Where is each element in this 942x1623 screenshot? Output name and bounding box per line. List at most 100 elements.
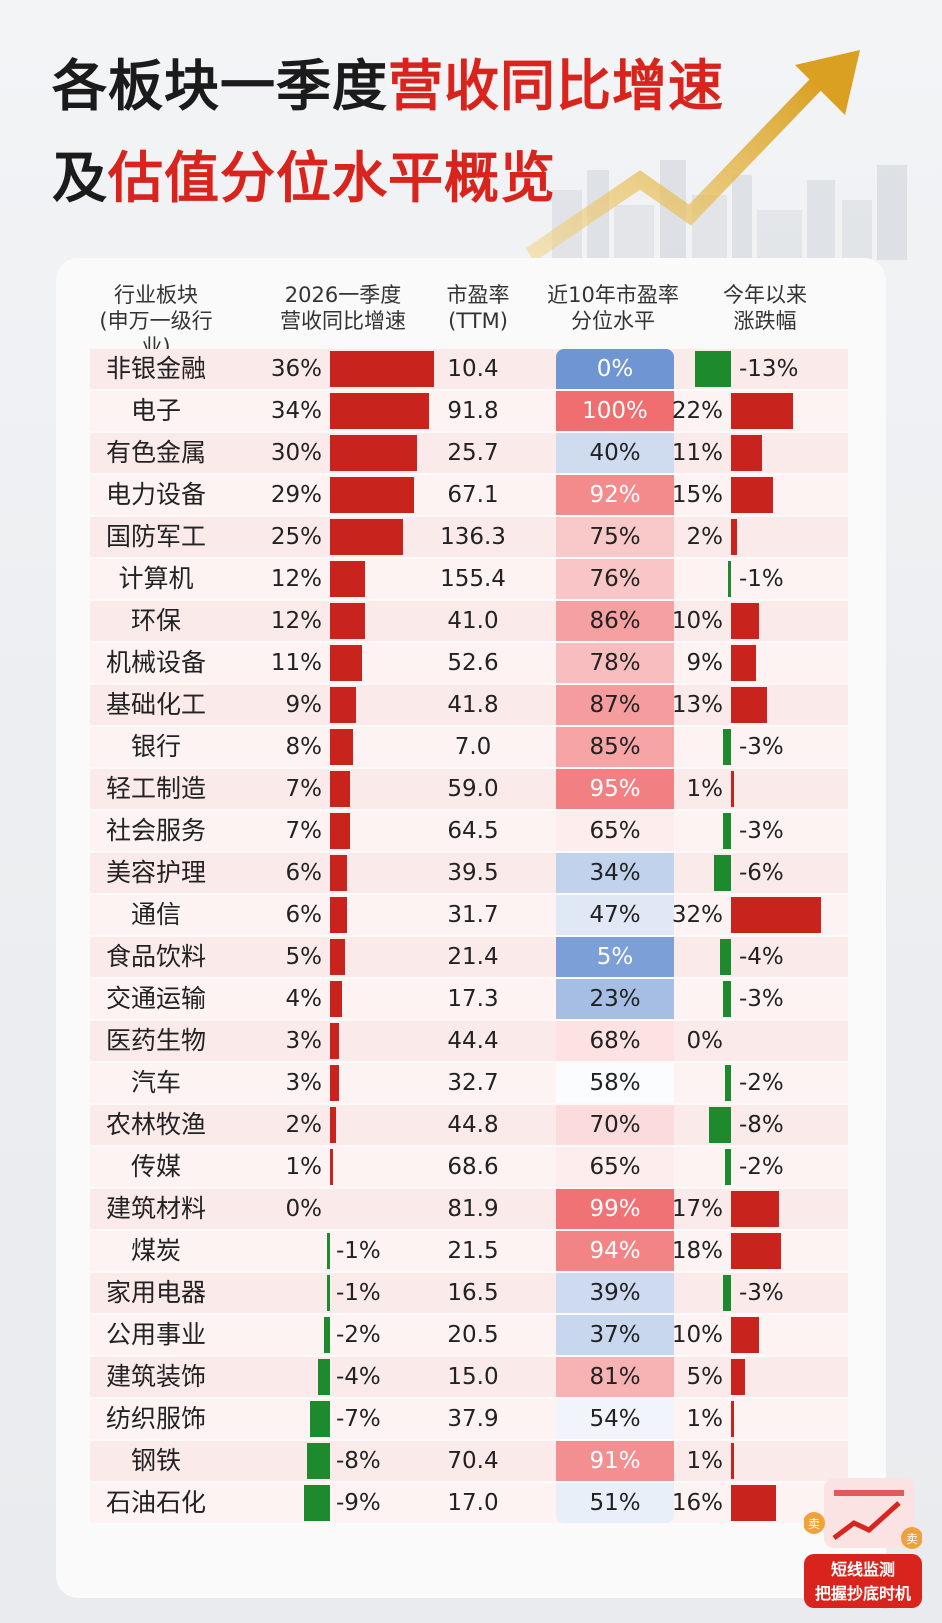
pe-value: 7.0 xyxy=(454,734,492,760)
title-red-part-2: 估值分位水平概览 xyxy=(108,146,557,210)
ytd-bar xyxy=(731,1443,734,1479)
ytd-label: -4% xyxy=(739,944,784,970)
ytd-bar xyxy=(722,729,731,765)
table-row xyxy=(90,433,848,473)
ytd-label: 15% xyxy=(671,482,723,508)
sector-name: 煤炭 xyxy=(130,1236,181,1265)
growth-label: -1% xyxy=(336,1280,381,1306)
sector-name: 电子 xyxy=(130,396,181,425)
growth-label: 12% xyxy=(270,608,322,634)
growth-label: -4% xyxy=(336,1364,381,1390)
pe-value: 44.4 xyxy=(447,1028,499,1054)
pe-value: 15.0 xyxy=(447,1364,499,1390)
table-row xyxy=(90,1483,848,1523)
percentile-cell: 100% xyxy=(556,391,674,431)
percentile-cell: 76% xyxy=(556,559,674,599)
growth-label: 12% xyxy=(270,566,322,592)
sector-name: 食品饮料 xyxy=(105,942,206,971)
growth-label: -8% xyxy=(336,1448,381,1474)
percentile-cell: 34% xyxy=(556,853,674,893)
pe-value: 70.4 xyxy=(447,1448,499,1474)
growth-label: -2% xyxy=(336,1322,381,1348)
pe-value: 136.3 xyxy=(440,524,506,550)
ytd-bar xyxy=(731,771,734,807)
sector-name: 计算机 xyxy=(118,564,194,593)
ytd-bar xyxy=(694,351,731,387)
ytd-label: -8% xyxy=(739,1112,784,1138)
sector-name: 传媒 xyxy=(130,1152,181,1181)
header-growth: 2026一季度 营收同比增速 xyxy=(280,283,406,333)
table-row xyxy=(90,601,848,641)
percentile-cell: 65% xyxy=(556,811,674,851)
percentile-cell: 54% xyxy=(556,1399,674,1439)
ytd-bar xyxy=(722,1275,731,1311)
table-row xyxy=(90,895,848,935)
pe-value: 68.6 xyxy=(447,1154,499,1180)
ytd-bar xyxy=(731,393,793,429)
growth-label: 7% xyxy=(285,818,323,844)
table-row xyxy=(90,559,848,599)
ytd-bar xyxy=(731,1233,782,1269)
header-sector: 行业板块 (申万一级行业) xyxy=(99,283,213,359)
pe-value: 155.4 xyxy=(440,566,506,592)
growth-bar xyxy=(330,981,342,1017)
table-row xyxy=(90,1231,848,1271)
growth-bar xyxy=(330,939,345,975)
ytd-label: 5% xyxy=(686,1364,724,1390)
sector-name: 交通运输 xyxy=(105,984,206,1013)
header-ytd: 今年以来 涨跌幅 xyxy=(723,283,807,333)
table-row xyxy=(90,1399,848,1439)
ytd-bar xyxy=(731,1359,745,1395)
pe-value: 81.9 xyxy=(447,1196,499,1222)
ytd-bar xyxy=(731,435,762,471)
growth-label: 0% xyxy=(285,1196,323,1222)
growth-bar xyxy=(330,687,357,723)
ytd-label: -1% xyxy=(739,566,784,592)
pe-value: 37.9 xyxy=(447,1406,499,1432)
table-row xyxy=(90,643,848,683)
rising-arrow-icon xyxy=(525,50,860,262)
ytd-bar xyxy=(722,981,731,1017)
percentile-cell: 75% xyxy=(556,517,674,557)
percentile-cell: 47% xyxy=(556,895,674,935)
ytd-bar xyxy=(731,1485,776,1521)
pe-value: 41.8 xyxy=(447,692,499,718)
ytd-bar xyxy=(731,1401,734,1437)
pe-value: 21.4 xyxy=(447,944,499,970)
percentile-cell: 68% xyxy=(556,1021,674,1061)
ytd-label: 11% xyxy=(671,440,723,466)
sector-name: 汽车 xyxy=(130,1068,181,1097)
table-row xyxy=(90,1189,848,1229)
ytd-label: 1% xyxy=(686,1448,724,1474)
percentile-cell: 58% xyxy=(556,1063,674,1103)
growth-bar xyxy=(330,393,429,429)
percentile-cell: 87% xyxy=(556,685,674,725)
ytd-label: -3% xyxy=(739,818,784,844)
ytd-bar xyxy=(708,1107,731,1143)
growth-label: 5% xyxy=(285,944,323,970)
page-title-line2: 及估值分位水平概览 xyxy=(52,146,556,210)
pe-value: 67.1 xyxy=(447,482,499,508)
table-row xyxy=(90,391,848,431)
growth-bar xyxy=(330,645,362,681)
growth-label: 2% xyxy=(285,1112,323,1138)
ytd-label: 32% xyxy=(671,902,723,928)
sector-name: 机械设备 xyxy=(105,648,206,677)
ytd-bar xyxy=(731,645,757,681)
percentile-cell: 92% xyxy=(556,475,674,515)
header-pe: 市盈率 (TTM) xyxy=(446,283,510,333)
growth-bar xyxy=(330,1149,333,1185)
ytd-bar xyxy=(725,1065,731,1101)
percentile-cell: 85% xyxy=(556,727,674,767)
ytd-label: -2% xyxy=(739,1154,784,1180)
sector-name: 建筑材料 xyxy=(105,1194,206,1223)
sector-name: 通信 xyxy=(130,900,181,929)
sector-name: 环保 xyxy=(130,606,181,635)
percentile-cell: 99% xyxy=(556,1189,674,1229)
ytd-label: -3% xyxy=(739,734,784,760)
growth-bar xyxy=(330,897,348,933)
sector-name: 社会服务 xyxy=(105,816,206,845)
ytd-bar xyxy=(725,1149,731,1185)
ytd-bar xyxy=(731,1317,759,1353)
ytd-label: 13% xyxy=(671,692,723,718)
